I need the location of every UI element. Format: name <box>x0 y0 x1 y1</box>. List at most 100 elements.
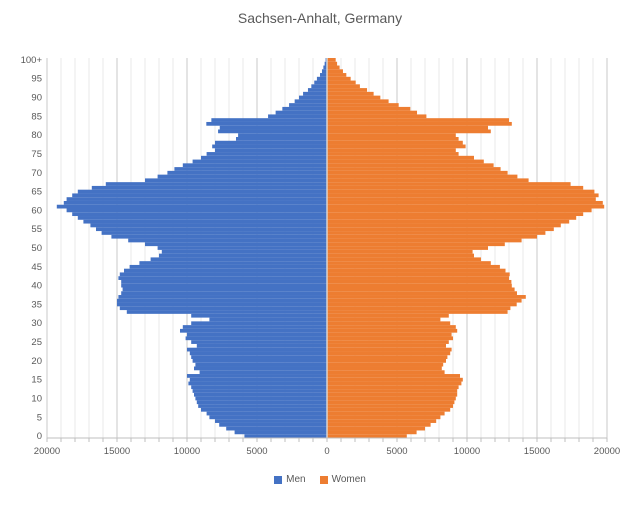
pyramid-bar-men-age-43 <box>119 272 327 277</box>
pyramid-bar-men-age-91 <box>303 91 327 96</box>
pyramid-bar-men-age-54 <box>101 231 327 235</box>
pyramid-bar-women-age-49 <box>327 249 473 254</box>
pyramid-bar-women-age-62 <box>327 200 603 205</box>
pyramid-bar-men-age-82 <box>219 125 327 130</box>
pyramid-bar-men-age-72 <box>182 163 327 168</box>
pyramid-bar-women-age-97 <box>327 69 343 74</box>
pyramid-bar-men-age-96 <box>320 73 327 77</box>
pyramid-bar-women-age-85 <box>327 114 427 119</box>
pyramid-bar-men-age-32 <box>191 313 327 318</box>
pyramid-bar-women-age-84 <box>327 118 509 122</box>
pyramid-bar-men-age-50 <box>157 246 327 250</box>
pyramid-bar-men-age-89 <box>294 99 327 104</box>
pyramid-bar-women-age-81 <box>327 129 491 134</box>
pyramid-bar-men-age-88 <box>289 103 327 107</box>
pyramid-bar-men-age-24 <box>196 343 327 348</box>
pyramid-bar-women-age-14 <box>327 381 462 386</box>
pyramid-bar-women-age-7 <box>327 407 451 412</box>
pyramid-bar-men-age-63 <box>66 197 327 201</box>
pyramid-bar-women-age-92 <box>327 88 368 92</box>
pyramid-bar-men-age-59 <box>72 212 327 217</box>
pyramid-bar-women-age-9 <box>327 400 455 405</box>
pyramid-bar-women-age-34 <box>327 306 511 311</box>
pyramid-bar-men-age-38 <box>121 291 327 296</box>
x-axis-label: 15000 <box>104 446 130 457</box>
pyramid-bar-women-age-22 <box>327 351 451 356</box>
pyramid-bar-men-age-78 <box>215 140 327 145</box>
women-bars <box>327 58 605 438</box>
pyramid-bar-men-age-70 <box>167 170 327 175</box>
pyramid-bar-men-age-36 <box>117 298 327 303</box>
y-axis-label: 35 <box>31 299 42 310</box>
y-axis-label: 15 <box>31 375 42 386</box>
pyramid-bar-men-age-21 <box>191 355 327 359</box>
pyramid-bar-men-age-20 <box>192 358 327 363</box>
pyramid-bar-men-age-93 <box>311 84 327 89</box>
pyramid-bar-men-age-11 <box>194 392 327 397</box>
pyramid-bar-women-age-98 <box>327 65 340 70</box>
pyramid-bar-women-age-30 <box>327 321 451 326</box>
pyramid-bar-women-age-61 <box>327 204 605 209</box>
x-axis-label: 5000 <box>246 446 267 457</box>
pyramid-bar-women-age-36 <box>327 298 522 303</box>
y-axis-label: 75 <box>31 149 42 160</box>
pyramid-bar-women-age-79 <box>327 137 459 141</box>
pyramid-bar-women-age-33 <box>327 310 508 314</box>
pyramid-bar-women-age-0 <box>327 434 407 438</box>
legend-label-women: Women <box>331 474 366 485</box>
pyramid-bar-women-age-44 <box>327 268 506 273</box>
pyramid-bar-women-age-89 <box>327 99 389 104</box>
pyramid-bar-men-age-81 <box>218 129 327 134</box>
pyramid-bar-women-age-71 <box>327 167 501 171</box>
y-axis-label: 95 <box>31 74 42 85</box>
pyramid-bar-women-age-3 <box>327 422 431 427</box>
pyramid-bar-men-age-56 <box>90 223 328 228</box>
pyramid-bar-women-age-50 <box>327 246 488 250</box>
pyramid-bar-women-age-47 <box>327 257 481 262</box>
pyramid-bar-men-age-86 <box>275 110 327 115</box>
pyramid-bar-men-age-7 <box>201 407 327 412</box>
y-axis-label: 85 <box>31 111 42 122</box>
legend-item-men: Men <box>274 474 306 485</box>
pyramid-bar-women-age-66 <box>327 185 584 190</box>
pyramid-bar-women-age-48 <box>327 253 474 258</box>
pyramid-bar-women-age-10 <box>327 396 456 401</box>
pyramid-bar-women-age-51 <box>327 242 505 247</box>
pyramid-bar-men-age-29 <box>182 325 327 329</box>
pyramid-bar-women-age-17 <box>327 370 445 375</box>
pyramid-bar-men-age-45 <box>129 264 327 269</box>
pyramid-bar-women-age-83 <box>327 121 512 126</box>
pyramid-bar-women-age-26 <box>327 336 453 341</box>
pyramid-bar-men-age-31 <box>209 317 327 322</box>
pyramid-bar-women-age-24 <box>327 343 446 348</box>
pyramid-bar-men-age-80 <box>238 133 327 138</box>
pyramid-bar-men-age-16 <box>187 374 327 378</box>
pyramid-bar-women-age-76 <box>327 148 456 153</box>
pyramid-bar-women-age-87 <box>327 106 411 111</box>
pyramid-bar-men-age-49 <box>161 249 327 254</box>
pyramid-bar-women-age-5 <box>327 415 441 420</box>
pyramid-bar-men-age-10 <box>195 396 327 401</box>
pyramid-bar-men-age-9 <box>196 400 327 405</box>
pyramid-bar-women-age-42 <box>327 276 509 280</box>
pyramid-bar-men-age-18 <box>194 366 327 371</box>
pyramid-bar-men-age-57 <box>83 219 328 224</box>
pyramid-bar-men-age-87 <box>282 106 327 111</box>
pyramid-bar-men-age-95 <box>316 76 327 81</box>
pyramid-bar-women-age-27 <box>327 332 452 337</box>
pyramid-bar-women-age-23 <box>327 347 452 352</box>
pyramid-bar-men-age-14 <box>188 381 327 386</box>
pyramid-bar-women-age-72 <box>327 163 494 168</box>
pyramid-bar-women-age-69 <box>327 174 518 179</box>
pyramid-bar-men-age-48 <box>159 253 327 258</box>
y-axis-label: 65 <box>31 187 42 198</box>
pyramid-bar-women-age-91 <box>327 91 374 96</box>
pyramid-bar-men-age-74 <box>201 155 327 160</box>
y-axis-label: 5 <box>37 412 42 423</box>
pyramid-bar-men-age-94 <box>314 80 327 85</box>
pyramid-bar-women-age-64 <box>327 193 599 198</box>
pyramid-bar-women-age-80 <box>327 133 456 138</box>
pyramid-bar-women-age-77 <box>327 144 466 149</box>
pyramid-bar-women-age-86 <box>327 110 418 115</box>
